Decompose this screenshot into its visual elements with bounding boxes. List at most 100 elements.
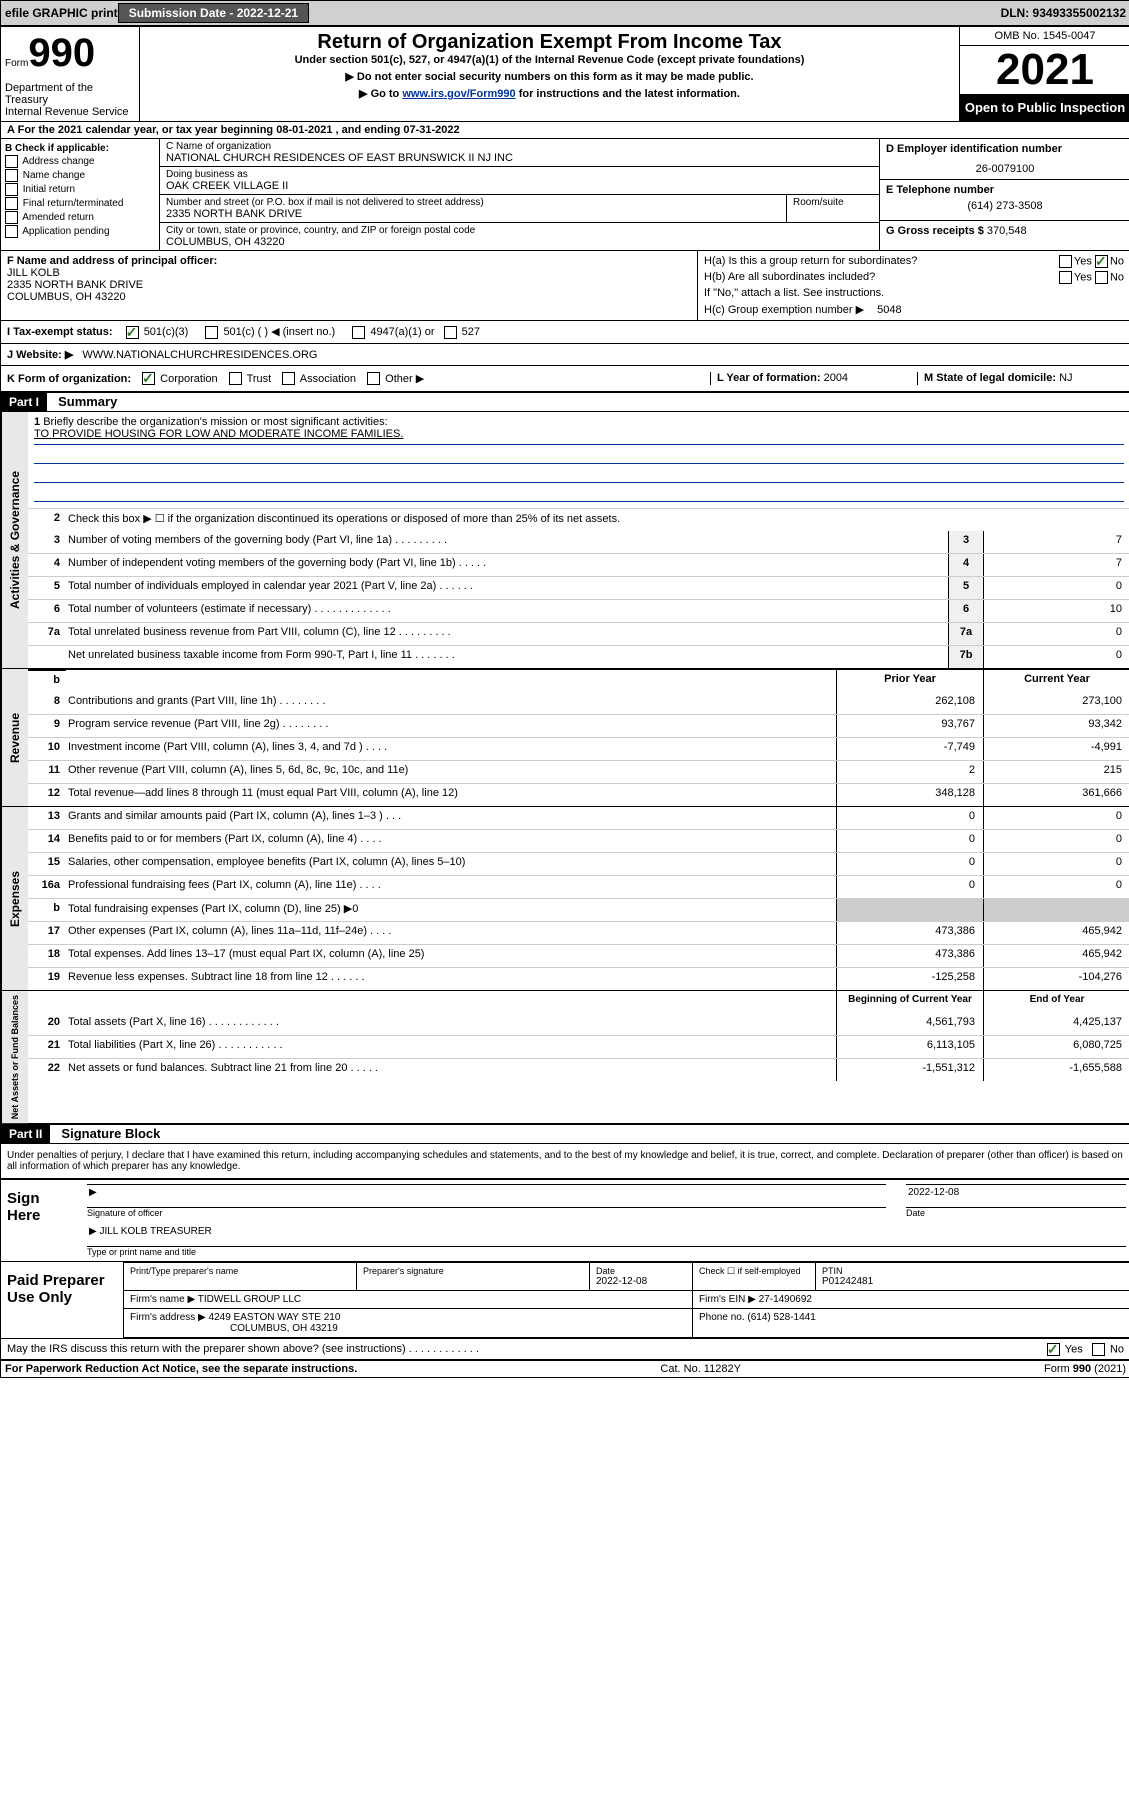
netassets-vert-label: Net Assets or Fund Balances (1, 991, 28, 1123)
hb-note: If "No," attach a list. See instructions… (704, 287, 1124, 299)
4947-checkbox[interactable] (352, 326, 365, 339)
phone-value: (614) 273-3508 (886, 196, 1124, 216)
governance-line: 7aTotal unrelated business revenue from … (28, 622, 1129, 645)
form-container: efile GRAPHIC print Submission Date - 20… (0, 0, 1129, 1378)
governance-content: 1 Briefly describe the organization's mi… (28, 412, 1129, 668)
part1-header-row: Part I Summary (1, 393, 1129, 412)
firm-name-label: Firm's name ▶ (130, 1294, 195, 1305)
revenue-content: b Prior Year Current Year 8Contributions… (28, 669, 1129, 806)
f-street: 2335 NORTH BANK DRIVE (7, 279, 691, 291)
revenue-line: 9Program service revenue (Part VIII, lin… (28, 714, 1129, 737)
discuss-yes: Yes (1065, 1344, 1083, 1356)
checkbox[interactable] (5, 197, 18, 210)
section-m: M State of legal domicile: NJ (917, 372, 1124, 386)
j-value: WWW.NATIONALCHURCHRESIDENCES.ORG (82, 349, 317, 361)
ha-no: No (1110, 255, 1124, 267)
instr2-pre: ▶ Go to (359, 88, 402, 100)
firm-addr-label: Firm's address ▶ (130, 1312, 206, 1323)
501c-checkbox[interactable] (205, 326, 218, 339)
governance-vert-label: Activities & Governance (1, 412, 28, 668)
firm-ein: 27-1490692 (759, 1294, 812, 1305)
prep-sig-label: Preparer's signature (363, 1266, 583, 1276)
prep-date-label: Date (596, 1266, 686, 1276)
prior-year-header: Prior Year (836, 670, 983, 692)
omb-number: OMB No. 1545-0047 (960, 27, 1129, 46)
inspection-label: Open to Public Inspection (960, 94, 1129, 121)
i-opt1: 501(c)(3) (144, 326, 189, 338)
section-f: F Name and address of principal officer:… (1, 251, 697, 320)
501c3-checkbox[interactable] (126, 326, 139, 339)
hb-no-checkbox[interactable] (1095, 271, 1108, 284)
expenses-content: 13Grants and similar amounts paid (Part … (28, 807, 1129, 990)
firm-name: TIDWELL GROUP LLC (198, 1294, 301, 1305)
mission-box: 1 Briefly describe the organization's mi… (28, 412, 1129, 508)
i-opt2: 501(c) ( ) ◀ (insert no.) (223, 326, 335, 338)
cat-no: Cat. No. 11282Y (660, 1363, 741, 1375)
expenses-section: Expenses 13Grants and similar amounts pa… (1, 807, 1129, 991)
governance-line: Net unrelated business taxable income fr… (28, 645, 1129, 668)
f-label: F Name and address of principal officer: (7, 255, 691, 267)
f-name: JILL KOLB (7, 267, 691, 279)
form-number-box: Form990 (1, 27, 140, 80)
k-assoc-checkbox[interactable] (282, 372, 295, 385)
receipts-label: G Gross receipts $ (886, 225, 984, 237)
part2-header-row: Part II Signature Block (1, 1125, 1129, 1144)
527-checkbox[interactable] (444, 326, 457, 339)
paperwork-notice: For Paperwork Reduction Act Notice, see … (5, 1363, 357, 1375)
receipts-box: G Gross receipts $ 370,548 (880, 220, 1129, 241)
ha-no-checkbox[interactable] (1095, 255, 1108, 268)
revenue-vert-label: Revenue (1, 669, 28, 806)
section-c: C Name of organization NATIONAL CHURCH R… (160, 139, 879, 250)
k-other-checkbox[interactable] (367, 372, 380, 385)
checkbox[interactable] (5, 169, 18, 182)
sig-date-label: Date (906, 1208, 1126, 1218)
k-trust-checkbox[interactable] (229, 372, 242, 385)
discuss-row: May the IRS discuss this return with the… (1, 1338, 1129, 1359)
prep-name-label: Print/Type preparer's name (130, 1266, 350, 1276)
discuss-no-checkbox[interactable] (1092, 1343, 1105, 1356)
k-other: Other ▶ (385, 373, 424, 385)
top-bar: efile GRAPHIC print Submission Date - 20… (1, 1, 1129, 27)
section-k: K Form of organization: Corporation Trus… (7, 372, 710, 386)
k-corp-checkbox[interactable] (142, 372, 155, 385)
header-right: OMB No. 1545-0047 2021 Open to Public In… (959, 27, 1129, 121)
governance-line: 4Number of independent voting members of… (28, 553, 1129, 576)
discuss-yes-checkbox[interactable] (1047, 1343, 1060, 1356)
irs-link[interactable]: www.irs.gov/Form990 (402, 88, 515, 100)
dba-value: OAK CREEK VILLAGE II (166, 180, 873, 192)
city-value: COLUMBUS, OH 43220 (166, 236, 873, 248)
dba-label: Doing business as (166, 169, 873, 180)
i-opt3: 4947(a)(1) or (370, 326, 434, 338)
preparer-table: Print/Type preparer's name Preparer's si… (123, 1262, 1129, 1338)
footer-row: For Paperwork Reduction Act Notice, see … (1, 1359, 1129, 1377)
hb-label: H(b) Are all subordinates included? (704, 271, 875, 283)
org-name-label: C Name of organization (166, 141, 873, 152)
revenue-line: 8Contributions and grants (Part VIII, li… (28, 692, 1129, 714)
submission-button[interactable]: Submission Date - 2022-12-21 (118, 3, 309, 23)
phone-box: E Telephone number (614) 273-3508 (880, 179, 1129, 220)
expense-line: 16aProfessional fundraising fees (Part I… (28, 875, 1129, 898)
f-city: COLUMBUS, OH 43220 (7, 291, 691, 303)
checkbox[interactable] (5, 183, 18, 196)
section-j: J Website: ▶ WWW.NATIONALCHURCHRESIDENCE… (1, 344, 1129, 366)
ha-yes-checkbox[interactable] (1059, 255, 1072, 268)
mission-text: TO PROVIDE HOUSING FOR LOW AND MODERATE … (34, 428, 403, 440)
fh-row: F Name and address of principal officer:… (1, 251, 1129, 321)
street-row: Number and street (or P.O. box if mail i… (160, 195, 879, 223)
checkbox[interactable] (5, 211, 18, 224)
m-label: M State of legal domicile: (924, 372, 1056, 384)
checkbox[interactable] (5, 155, 18, 168)
receipts-value: 370,548 (987, 225, 1027, 237)
checkbox[interactable] (5, 225, 18, 238)
ha-row: H(a) Is this a group return for subordin… (704, 255, 1124, 267)
form-header: Form990 Department of the Treasury Inter… (1, 27, 1129, 122)
expense-line: 18Total expenses. Add lines 13–17 (must … (28, 944, 1129, 967)
revenue-line: 10Investment income (Part VIII, column (… (28, 737, 1129, 760)
self-emp-label: Check ☐ if self-employed (699, 1266, 809, 1277)
hb-yes-checkbox[interactable] (1059, 271, 1072, 284)
begin-year-header: Beginning of Current Year (836, 991, 983, 1013)
section-b-item: Final return/terminated (5, 197, 155, 210)
sig-officer-label: Signature of officer (87, 1208, 886, 1218)
k-corp: Corporation (160, 373, 217, 385)
governance-line: 6Total number of volunteers (estimate if… (28, 599, 1129, 622)
